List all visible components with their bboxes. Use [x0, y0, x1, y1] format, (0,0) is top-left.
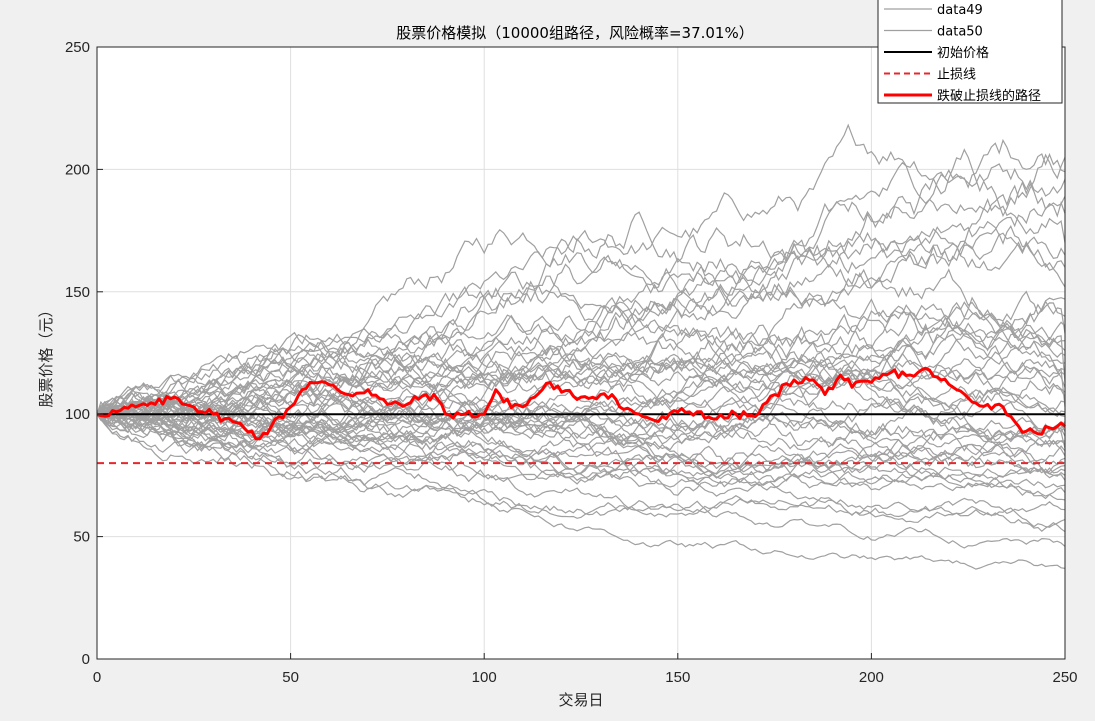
x-tick-label: 150 [665, 669, 690, 686]
simulated-path [96, 225, 1066, 431]
simulated-path [96, 268, 1066, 425]
highlight-path [96, 366, 1067, 441]
axis-ticks: 0 50 100 150 200 250 0 50 100 150 200 250 [65, 39, 1078, 686]
x-tick-label: 100 [472, 669, 497, 686]
legend-label: data50 [937, 25, 983, 40]
simulated-path [96, 391, 1066, 528]
simulated-path [96, 410, 1066, 533]
simulated-path [96, 138, 1066, 415]
simulated-path [96, 153, 1066, 417]
x-axis-label: 交易日 [558, 691, 603, 709]
simulated-paths [96, 123, 1066, 570]
legend-label: 止损线 [937, 68, 976, 83]
reference-lines [97, 413, 1065, 465]
simulated-path [96, 406, 1066, 482]
highlight-path-group [96, 366, 1067, 441]
y-tick-label: 200 [65, 161, 90, 178]
simulated-path [96, 220, 1066, 430]
simulated-path [96, 301, 1066, 444]
x-tick-label: 250 [1052, 669, 1077, 686]
legend-label: 跌破止损线的路径 [937, 88, 1041, 104]
simulated-path [96, 396, 1066, 485]
simulated-path [96, 379, 1066, 474]
simulated-path [96, 405, 1066, 466]
plot-box [96, 46, 1066, 660]
chart-title: 股票价格模拟（10000组路径，风险概率=37.01%） [396, 24, 753, 42]
legend-label: 初始价格 [937, 45, 989, 61]
x-tick-label: 200 [859, 669, 884, 686]
simulated-path [96, 405, 1066, 457]
y-tick-label: 250 [65, 39, 90, 56]
simulated-path [96, 408, 1066, 570]
y-tick-label: 50 [73, 529, 90, 546]
y-tick-label: 0 [82, 651, 90, 668]
y-axis-label: 股票价格（元） [37, 302, 55, 407]
y-tick-label: 150 [65, 284, 90, 301]
simulated-path [96, 413, 1066, 549]
simulated-path [96, 390, 1066, 458]
x-tick-label: 0 [93, 669, 101, 686]
y-tick-label: 100 [65, 406, 90, 423]
x-tick-label: 50 [282, 669, 299, 686]
simulated-path [96, 341, 1066, 474]
simulated-path [96, 317, 1066, 415]
simulated-path [96, 380, 1066, 465]
legend-label: data49 [937, 3, 983, 18]
simulated-path [96, 392, 1066, 473]
plot-area [97, 47, 1065, 659]
